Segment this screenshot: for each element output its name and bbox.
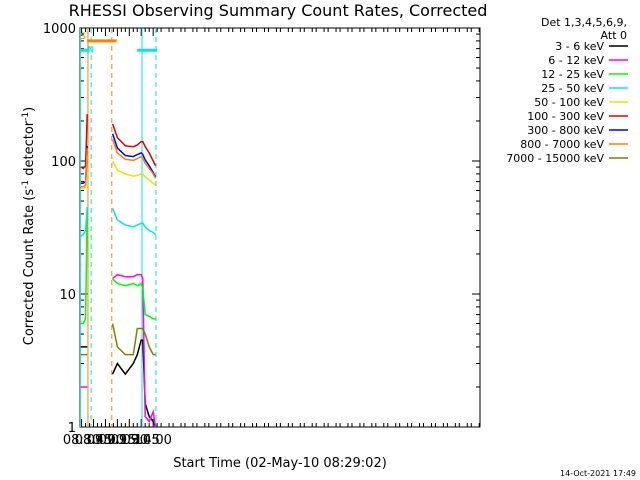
- flag-label: S: [80, 32, 86, 42]
- legend-entry-label: 800 - 7000 keV: [520, 138, 604, 151]
- series-line-pre-gap: [80, 148, 88, 188]
- plot-area: 1 10 100 1000 08:3008:4509:0009:1509:3009:45…: [43, 22, 481, 448]
- legend-entry-label: 6 - 12 keV: [548, 54, 604, 67]
- x-axis-label: Start Time (02-May-10 08:29:02): [173, 456, 387, 471]
- series-line-post-gap: [111, 208, 156, 236]
- legend-title: Att 0: [601, 29, 627, 42]
- legend-entry-label: 7000 - 15000 keV: [506, 152, 604, 165]
- y-tick-label: 1000: [43, 22, 76, 37]
- legend-title: Det 1,3,4,5,6,9,: [541, 16, 627, 29]
- series-line-post-gap: [112, 278, 156, 320]
- y-tick-label: 10: [59, 288, 76, 303]
- x-tick-label: 08:30: [63, 433, 100, 448]
- series-line-post-gap: [112, 273, 157, 428]
- y-axis-label: Corrected Count Rate (s-1 detector-1): [21, 107, 37, 345]
- series-line-pre-gap: [80, 207, 88, 325]
- timestamp: 14-Oct-2021 17:49: [560, 469, 636, 478]
- y-tick-label: 100: [51, 155, 76, 170]
- series-line-post-gap: [111, 133, 157, 178]
- x-tick-label: 09:45: [122, 433, 159, 448]
- legend-entry-label: 12 - 25 keV: [541, 68, 604, 81]
- legend-entry-label: 100 - 300 keV: [527, 110, 604, 123]
- x-tick-label: 09:15: [99, 433, 136, 448]
- x-tick-label: 10:00: [134, 433, 171, 448]
- x-tick-label: 08:45: [75, 433, 112, 448]
- x-tick-label: 09:00: [87, 433, 124, 448]
- series-line-pre-gap: [80, 207, 88, 238]
- series-line-post-gap: [111, 123, 157, 167]
- flag-label: N: [87, 45, 94, 55]
- chart-title: RHESSI Observing Summary Count Rates, Co…: [69, 1, 488, 20]
- legend-entry-label: 25 - 50 keV: [541, 82, 604, 95]
- legend-entry-label: 3 - 6 keV: [555, 40, 604, 53]
- series-line-post-gap: [111, 139, 157, 179]
- x-tick-label: 09:30: [111, 433, 148, 448]
- series-line-post-gap: [111, 160, 156, 186]
- series-line-post-gap: [111, 323, 156, 356]
- series-line-pre-gap: [80, 114, 88, 170]
- legend-entry-label: 300 - 800 keV: [527, 124, 604, 137]
- legend-entry-label: 50 - 100 keV: [534, 96, 604, 109]
- y-tick-label: 1: [68, 421, 76, 436]
